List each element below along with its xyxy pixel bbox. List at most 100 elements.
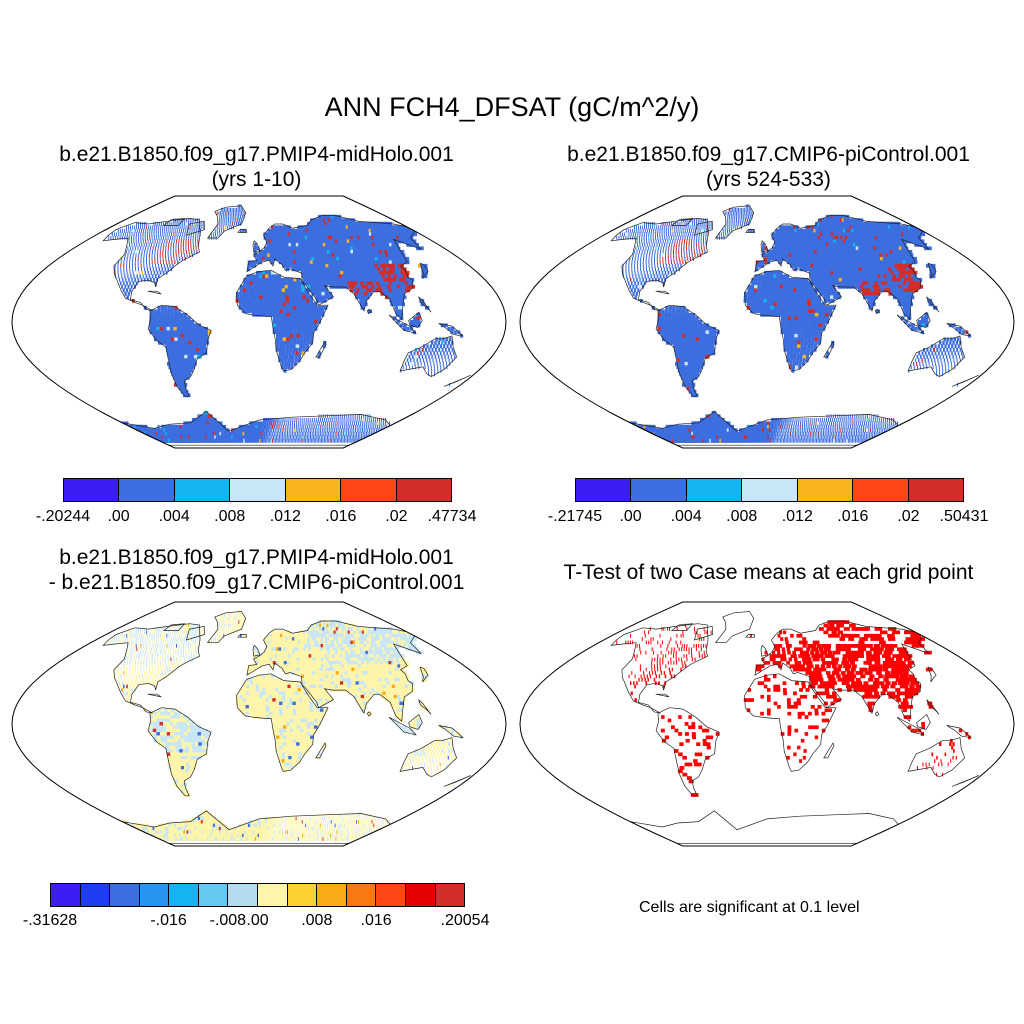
coastline-sri	[366, 711, 372, 717]
coastline-africa	[236, 673, 329, 772]
colorbar-tick-label: .20054	[440, 912, 490, 929]
colorbar-tick-label: .00	[619, 508, 642, 525]
colorbar-swatch	[119, 479, 175, 501]
coastline-ng	[946, 725, 973, 739]
colorbar-tick-label: .02	[385, 508, 408, 525]
panel3-title-line1: b.e21.B1850.f09_g17.PMIP4-midHolo.001	[59, 546, 454, 569]
colorbar-midholo	[63, 478, 452, 502]
coastline-madagascar	[315, 742, 327, 759]
coastline-nz	[443, 775, 471, 787]
coastline-australia	[399, 335, 458, 378]
map-panel-midholo	[11, 195, 507, 449]
colorbar-swatch	[405, 884, 436, 906]
coastline-phil	[418, 699, 432, 715]
coastline-borneo	[408, 713, 423, 730]
coastline-eurasia	[246, 620, 422, 723]
coastline-uk	[252, 240, 261, 253]
colorbar-tick-label: -.016	[150, 912, 187, 929]
coastline-uk	[252, 644, 261, 657]
colorbar-tick-label: .50431	[939, 508, 989, 525]
coastline-sri	[366, 308, 372, 315]
coastline-iceland	[745, 634, 756, 638]
map-grid-cells	[108, 204, 463, 443]
coastline-japan	[419, 262, 429, 279]
coastline-phil	[926, 699, 940, 715]
panel1-title: b.e21.B1850.f09_g17.PMIP4-midHolo.001 (y…	[4, 142, 509, 192]
colorbar-swatch	[435, 884, 465, 906]
colorbar-swatch	[341, 479, 397, 501]
colorbar-swatch	[258, 884, 288, 906]
coastline-australia	[907, 335, 966, 378]
coastline-madagascar	[823, 340, 835, 358]
coastline-eurasia	[754, 620, 930, 723]
panel1-title-line1: b.e21.B1850.f09_g17.PMIP4-midHolo.001	[59, 143, 454, 166]
colorbar-swatch	[139, 884, 170, 906]
coastline-samerica	[147, 707, 212, 797]
coastline-samerica	[147, 304, 212, 397]
coastline-nz	[951, 775, 979, 787]
coastline-baffin	[693, 220, 713, 236]
coastline-baffin	[185, 220, 205, 236]
colorbar-swatch	[797, 479, 854, 501]
colorbar-swatch	[576, 479, 632, 501]
colorbar-tick-label: -.008	[209, 912, 247, 929]
significance-note: Cells are significant at 0.1 level	[639, 899, 860, 916]
coastline-eurasia	[754, 215, 930, 320]
colorbar-swatch	[80, 884, 111, 906]
coastline-ng	[438, 323, 464, 337]
colorbar-difference-labels: -.31628 -.016 -.008.00 .008 .016 .20054	[23, 912, 490, 932]
coastline-greenland	[206, 611, 247, 644]
colorbar-tick-label: .00	[107, 508, 130, 525]
coastline-iceland	[237, 634, 248, 638]
colorbar-swatch	[742, 479, 798, 501]
coastline-antarctica	[629, 810, 899, 844]
map-boundary	[519, 601, 1015, 847]
coastline-borneo	[916, 311, 931, 329]
colorbar-swatch	[230, 479, 286, 501]
coastline-phil	[926, 296, 940, 313]
colorbar-swatch	[853, 479, 909, 501]
coastline-indonesia	[896, 314, 925, 334]
coastline-borneo	[916, 713, 931, 730]
coastline-namerica	[610, 623, 709, 714]
coastline-vict	[162, 217, 186, 226]
coastline-japan	[419, 666, 429, 683]
panel4-title: T-Test of two Case means at each grid po…	[516, 560, 1021, 585]
map-boundary	[11, 195, 507, 449]
colorbar-tick-label: .004	[670, 508, 702, 525]
colorbar-tick-label: .004	[158, 508, 190, 525]
colorbar-swatch	[376, 884, 406, 906]
coastline-ng	[438, 725, 465, 739]
colorbar-swatch	[346, 884, 377, 906]
figure-title: ANN FCH4_DFSAT (gC/m^2/y)	[324, 92, 700, 122]
coastline-australia	[399, 737, 458, 778]
colorbar-tick-label: .02	[897, 508, 920, 525]
colorbar-picontrol-labels: -.21745 .00 .004 .008 .012 .016 .02 .50431	[548, 508, 989, 528]
coastline-cuba	[147, 693, 162, 698]
colorbar-swatch	[396, 479, 451, 501]
coastline-japan	[927, 666, 937, 683]
colorbar-tick-label: .008	[726, 508, 758, 525]
coastline-uk	[760, 644, 769, 657]
colorbar-swatch	[198, 884, 229, 906]
coastline-greenland	[206, 205, 247, 239]
colorbar-tick-label: .012	[781, 508, 813, 525]
coastline-sri	[874, 711, 880, 717]
colorbar-tick-label: -.31628	[22, 912, 78, 929]
colorbar-swatch	[631, 479, 687, 501]
colorbar-tick-label: .016	[360, 912, 392, 929]
coastline-cuba	[147, 290, 162, 295]
map-panel-picontrol	[519, 195, 1015, 449]
colorbar-swatch	[228, 884, 259, 906]
panel4-title-line1: T-Test of two Case means at each grid po…	[563, 561, 974, 584]
panel1-title-line2: (yrs 1-10)	[211, 168, 302, 191]
coastline-vict	[670, 217, 694, 226]
colorbar-swatch	[169, 884, 199, 906]
coastline-madagascar	[823, 742, 835, 759]
colorbar-swatch	[51, 884, 81, 906]
map-boundary	[11, 601, 507, 847]
coastline-samerica	[655, 707, 720, 797]
coastline-africa	[744, 269, 837, 372]
map-grid-cells	[616, 204, 971, 443]
coastline-indonesia	[896, 716, 925, 736]
